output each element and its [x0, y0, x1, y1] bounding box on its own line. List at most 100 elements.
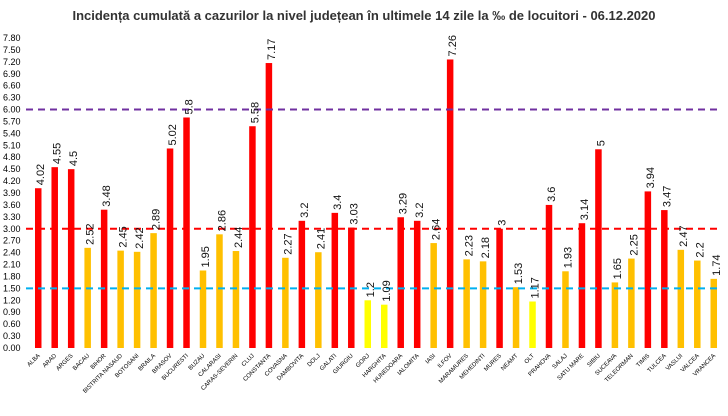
- bar: [562, 271, 569, 348]
- bar: [51, 167, 58, 348]
- bar: [34, 188, 42, 348]
- bar: [249, 126, 256, 348]
- data-label: 4.55: [52, 143, 64, 164]
- data-label: 2.64: [431, 219, 443, 240]
- bar: [315, 252, 322, 348]
- data-label: 1.95: [200, 246, 212, 267]
- data-label: 3.4: [332, 195, 344, 210]
- bar: [611, 282, 619, 348]
- bar: [298, 220, 306, 348]
- x-tick-label: SIBIU: [587, 353, 602, 368]
- data-label: 1.93: [562, 247, 574, 268]
- bar: [232, 251, 240, 348]
- y-tick-label: 6.60: [3, 81, 21, 91]
- y-tick-label: 4.80: [3, 152, 21, 162]
- x-tick-label: DOLJ: [307, 353, 322, 368]
- bar: [199, 270, 207, 348]
- bar: [100, 209, 108, 348]
- bar: [545, 204, 553, 348]
- y-tick-label: 7.80: [3, 33, 21, 43]
- bar: [463, 259, 470, 348]
- y-tick-label: 3.00: [3, 224, 21, 234]
- bar: [183, 117, 190, 348]
- data-label: 1.65: [612, 258, 624, 279]
- data-label: 3.14: [579, 199, 591, 220]
- y-tick-label: 0.30: [3, 331, 21, 341]
- data-label: 2.18: [480, 237, 492, 258]
- y-tick-label: 1.50: [3, 283, 21, 293]
- bar: [331, 212, 339, 348]
- bar: [628, 258, 635, 348]
- data-label: 1.2: [365, 282, 377, 297]
- data-label: 4.5: [68, 151, 80, 166]
- y-axis-ticks: 0.00 0.30 0.60 0.90 1.20 1.50 1.802.10 2.40 2.70…: [3, 33, 21, 353]
- data-label: 3.2: [414, 203, 426, 218]
- y-tick-label: 2.10: [3, 260, 21, 270]
- y-tick-label: 6.90: [3, 69, 21, 79]
- data-label: 2.89: [151, 209, 163, 230]
- y-tick-label: 3.30: [3, 212, 21, 222]
- data-label: 2.27: [282, 233, 294, 254]
- y-tick-label: 7.20: [3, 57, 21, 67]
- data-label: 4.02: [35, 164, 47, 185]
- bar: [677, 249, 685, 348]
- data-label: 5.58: [249, 102, 261, 123]
- bar: [84, 247, 91, 348]
- bar: [529, 301, 536, 348]
- bar: [661, 210, 668, 348]
- data-label: 7.26: [447, 35, 459, 56]
- x-tick-label: IASI: [425, 353, 437, 365]
- data-label: 3.6: [546, 187, 558, 202]
- data-label: 5: [595, 140, 607, 146]
- y-tick-label: 3.90: [3, 188, 21, 198]
- bar: [282, 257, 289, 348]
- bar: [133, 251, 141, 348]
- data-label: 2.44: [233, 227, 245, 248]
- data-label: 3.47: [661, 186, 673, 207]
- data-label: 7.17: [266, 39, 278, 60]
- bar: [216, 234, 223, 348]
- y-tick-label: 6.00: [3, 105, 21, 115]
- y-tick-label: 0.60: [3, 319, 21, 329]
- y-tick-label: 4.20: [3, 176, 21, 186]
- y-tick-label: 5.10: [3, 140, 21, 150]
- data-label: 3.2: [299, 203, 311, 218]
- x-tick-label: BACAU: [72, 353, 91, 372]
- data-label: 2.45: [118, 226, 130, 247]
- data-label: 2.23: [464, 235, 476, 256]
- y-tick-label: 5.70: [3, 116, 21, 126]
- y-tick-label: 5.40: [3, 128, 21, 138]
- y-tick-label: 1.80: [3, 271, 21, 281]
- bar: [595, 149, 602, 348]
- data-label: 3.29: [398, 193, 410, 214]
- data-label: 3.94: [645, 167, 657, 188]
- bar: [578, 223, 586, 348]
- bar: [150, 233, 157, 348]
- data-labels: 4.02 4.55 4.5 2.52 3.48 2.45 2.42 2.89 5.02 5.8 1.…: [35, 35, 723, 302]
- bar: [265, 63, 273, 349]
- data-label: 3: [497, 220, 509, 226]
- bar: [413, 220, 421, 348]
- data-label: 5.8: [184, 99, 196, 114]
- chart-title: Incidența cumulată a cazurilor la nivel …: [72, 8, 656, 23]
- data-label: 1.09: [381, 280, 393, 301]
- bar: [380, 304, 388, 348]
- bar: [117, 250, 124, 348]
- x-tick-label: ARGES: [56, 353, 75, 372]
- data-label: 2.52: [85, 223, 97, 244]
- bar: [397, 217, 404, 348]
- bar: [479, 261, 487, 348]
- x-tick-label: CLUJ: [241, 353, 256, 368]
- data-label: 2.42: [134, 227, 146, 248]
- x-tick-label: ALBA: [27, 353, 42, 368]
- bar: [166, 148, 174, 348]
- y-tick-label: 0.00: [3, 343, 21, 353]
- data-label: 2.86: [216, 210, 228, 231]
- y-tick-label: 7.50: [3, 45, 21, 55]
- threshold-lines: [26, 108, 722, 290]
- y-tick-label: 0.90: [3, 307, 21, 317]
- data-label: 2.2: [694, 242, 706, 257]
- bar: [67, 169, 75, 348]
- y-tick-label: 6.30: [3, 93, 21, 103]
